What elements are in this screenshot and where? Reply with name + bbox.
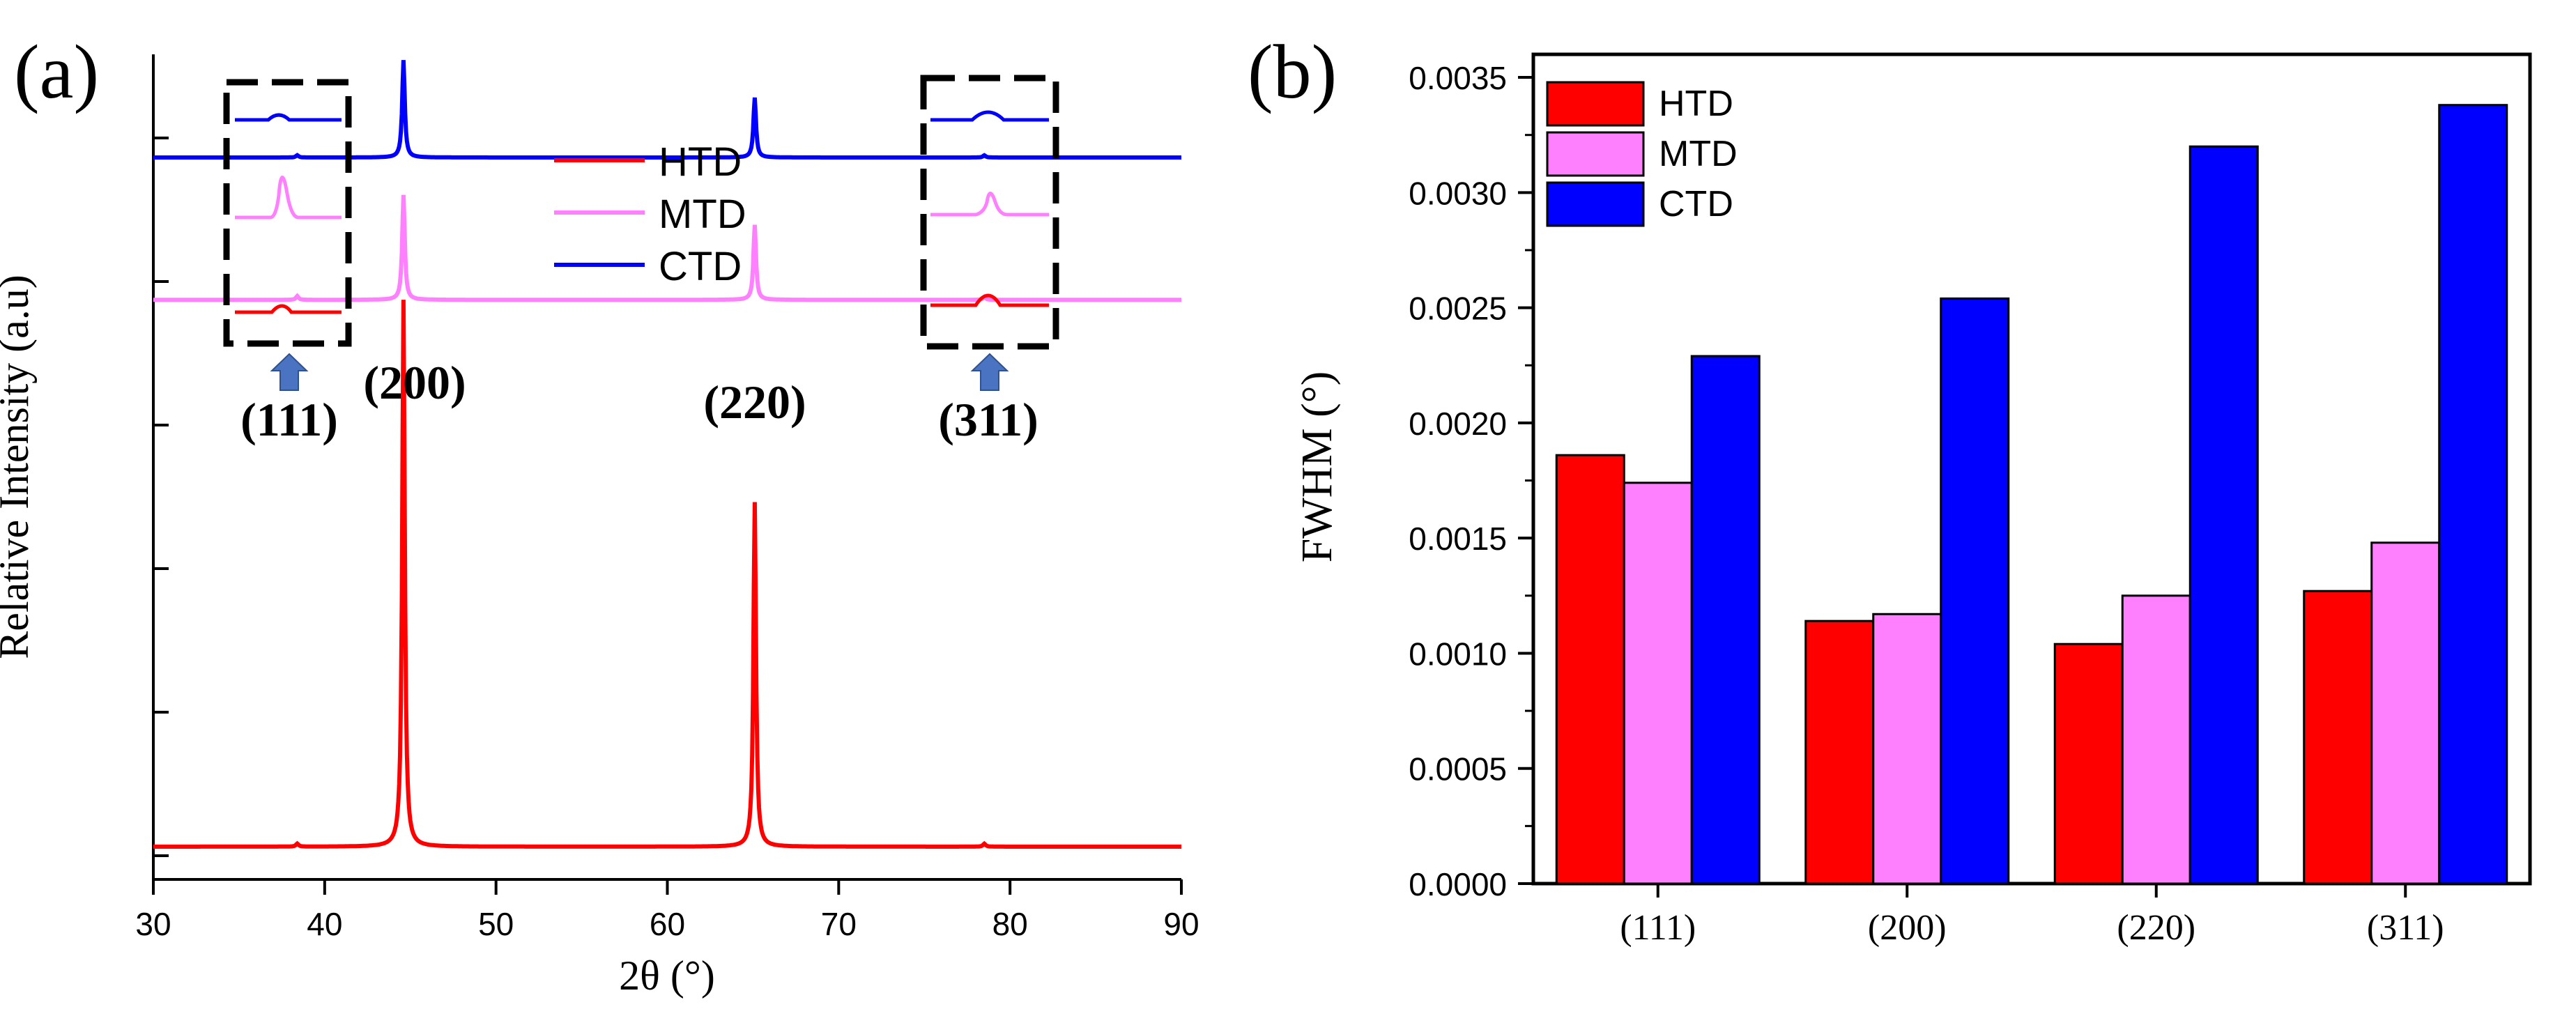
inset-311-mtd-curve (930, 192, 1049, 217)
panel-a-y-axis-label: Relative Intensity (a.u) (0, 275, 37, 659)
peak-label-200: (200) (363, 356, 466, 409)
inset-111-htd-curve (235, 304, 342, 314)
a-x-tick-label: 80 (992, 906, 1028, 942)
inset-311-zoom (920, 75, 1059, 350)
panel-a-curves (153, 60, 1181, 849)
inset-111-arrow-icon (270, 353, 309, 391)
panel-a-x-axis-label: 2θ (°) (619, 953, 715, 999)
b-x-tick-label: (111) (1620, 908, 1696, 948)
panel-b-bars (1555, 104, 2508, 885)
b-x-tick-label: (311) (2367, 908, 2444, 948)
b-y-tick-label: 0.0020 (1409, 406, 1507, 442)
a-x-tick-label: 30 (135, 906, 171, 942)
panel-a-y-ticks (153, 137, 169, 857)
xrd-curve-ctd (153, 60, 1181, 160)
panel-b-y-axis-label: FWHM (°) (1294, 371, 1341, 563)
b-y-tick-label: 0.0015 (1409, 521, 1507, 557)
legend-a-htd-label: HTD (659, 139, 742, 185)
bar-mtd-0 (1623, 482, 1693, 885)
bar-ctd-1 (1940, 297, 2010, 885)
panel-b-legend: HTD MTD CTD (1546, 81, 1738, 227)
panel-a-label: (a) (14, 29, 99, 114)
xrd-curve-htd (153, 300, 1181, 849)
bar-htd-1 (1804, 619, 1875, 885)
legend-b-htd-swatch (1546, 81, 1645, 127)
bar-ctd-0 (1690, 355, 1761, 885)
bar-mtd-2 (2121, 594, 2191, 885)
bar-htd-0 (1555, 454, 1625, 885)
panel-a-xrd-pattern: (a) 30 40 50 60 70 80 90 Relative Intensity (a… (0, 29, 1199, 999)
legend-b-htd-label: HTD (1659, 84, 1733, 124)
inset-111-mtd-curve (235, 176, 342, 220)
bar-htd-2 (2053, 642, 2124, 885)
panel-b-x-ticks: (111) (200) (220) (311) (1620, 884, 2444, 948)
bar-mtd-3 (2370, 541, 2441, 885)
panel-b-plot-frame (1531, 52, 2532, 886)
bar-ctd-3 (2438, 104, 2508, 885)
a-x-tick-label: 40 (307, 906, 342, 942)
b-y-tick-label: 0.0005 (1409, 751, 1507, 787)
legend-a-mtd-label: MTD (659, 192, 746, 237)
legend-b-ctd-label: CTD (1659, 184, 1733, 224)
inset-111-ctd-curve (235, 113, 342, 122)
peak-label-311: (311) (938, 393, 1038, 446)
panel-b-fwhm-bars: (b) 0.0000 0.0005 0.0010 0.0015 0.0020 0.0025… (1248, 29, 2532, 948)
b-y-tick-label: 0.0010 (1409, 636, 1507, 672)
panel-a-x-ticks: 30 40 50 60 70 80 90 (135, 879, 1199, 942)
legend-a-ctd-label: CTD (659, 244, 742, 289)
b-y-tick-label: 0.0035 (1409, 60, 1507, 96)
b-y-tick-label: 0.0000 (1409, 866, 1507, 902)
b-y-tick-label: 0.0025 (1409, 291, 1507, 327)
b-x-tick-label: (220) (2117, 908, 2195, 948)
legend-b-mtd-swatch (1546, 131, 1645, 177)
inset-311-ctd-curve (930, 110, 1049, 122)
panel-b-label: (b) (1248, 29, 1337, 114)
bar-ctd-2 (2188, 145, 2259, 885)
panel-b-y-ticks: 0.0000 0.0005 0.0010 0.0015 0.0020 0.0025 0.00… (1409, 60, 1533, 902)
b-y-tick-label: 0.0030 (1409, 175, 1507, 211)
inset-311-htd-curve (930, 293, 1049, 307)
a-x-tick-label: 70 (821, 906, 857, 942)
xrd-curve-mtd (153, 194, 1181, 302)
peak-label-220: (220) (703, 376, 806, 429)
peak-label-111: (111) (240, 393, 338, 446)
a-x-tick-label: 60 (650, 906, 685, 942)
a-x-tick-label: 90 (1163, 906, 1199, 942)
legend-b-mtd-label: MTD (1659, 134, 1738, 174)
panel-a-legend: HTD MTD CTD (554, 139, 746, 289)
legend-b-ctd-swatch (1546, 181, 1645, 227)
a-x-tick-label: 50 (478, 906, 514, 942)
inset-311-arrow-icon (970, 353, 1009, 391)
b-x-tick-label: (200) (1868, 908, 1947, 948)
bar-htd-3 (2303, 590, 2373, 885)
bar-mtd-1 (1872, 613, 1942, 885)
inset-111-zoom (223, 79, 352, 347)
